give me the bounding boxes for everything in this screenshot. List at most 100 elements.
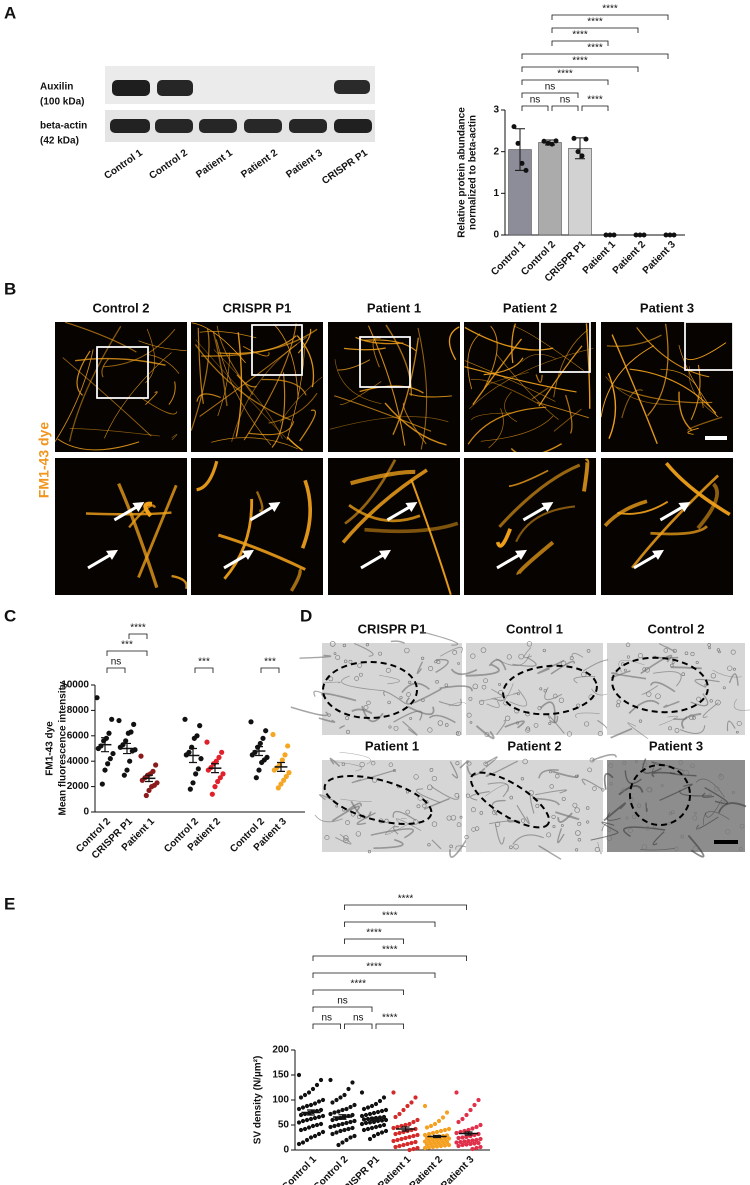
data-point [607,232,613,238]
neurite [696,482,719,530]
data-point [344,1137,349,1143]
membrane [290,706,329,717]
neurite [467,333,481,390]
neurite [483,325,498,389]
vesicle [449,844,453,849]
data-point [397,1130,402,1136]
vesicle [581,671,587,678]
neurite [678,391,692,431]
arrow [223,552,249,570]
column-title: Patient 1 [367,300,421,315]
data-point [318,1077,324,1083]
data-point [306,1125,312,1130]
membrane [523,647,532,659]
neurite [631,474,720,569]
sem-bar [433,1134,441,1139]
data-point [472,1102,477,1108]
membrane [479,692,519,702]
significance-label: **** [382,911,398,922]
membrane [624,770,642,785]
data-point [426,1145,432,1150]
neurite [268,392,318,424]
vesicle [452,650,458,655]
neurite [168,381,176,405]
membrane [485,760,518,777]
vesicle [626,655,630,659]
data-point [637,232,643,238]
membrane [597,842,602,855]
data-point [511,124,517,130]
bar [538,142,562,236]
vesicle [416,804,421,809]
neurite [117,482,159,589]
significance-label: **** [587,43,603,54]
data-point [318,1107,324,1113]
vesicle [668,811,673,815]
vesicle [575,848,579,852]
membrane [640,848,675,851]
vesicle [509,795,514,800]
membrane [392,810,417,821]
data-point [340,1140,345,1145]
data-point [432,1141,438,1146]
vesicle [409,716,413,720]
data-point [460,1116,465,1122]
sem-bar [464,1131,473,1136]
data-point [346,1086,351,1092]
vesicle [720,800,726,806]
data-point [204,739,210,745]
vesicle [718,650,721,654]
data-point [328,1124,333,1130]
data-point [344,1120,349,1126]
neurite [483,357,524,376]
vesicle [385,667,391,673]
significance-bracket [312,989,404,995]
vesicle [551,814,556,820]
data-point [440,1140,446,1145]
significance-label: **** [398,894,414,905]
neurite [488,408,504,449]
image-title: Control 1 [506,621,563,636]
data-point [468,1107,473,1113]
data-point [330,1117,335,1123]
data-point [436,1140,442,1146]
membrane [575,712,600,719]
data-point [336,1122,341,1128]
data-point [300,1118,306,1124]
membrane [475,725,495,740]
x-tick-label: Patient 3 [439,1154,477,1185]
data-point [217,775,223,781]
membrane [591,753,617,762]
membrane [535,789,567,796]
data-point [99,781,105,787]
vesicle [427,727,433,733]
x-tick-label: Control 1 [280,1154,319,1185]
mask [50,452,740,458]
data-point [316,1131,322,1137]
data-point [129,748,135,754]
sem-bar [370,1116,378,1122]
data-point [260,735,266,741]
vesicle [667,822,671,826]
data-point [94,695,100,701]
blot-row-label: (100 kDa) [40,97,84,108]
data-point [476,1140,481,1146]
membrane [640,654,673,675]
data-point [334,1097,339,1103]
data-point [346,1126,351,1132]
data-point [312,1133,318,1139]
neurite [75,357,166,366]
data-point [434,1129,440,1135]
arrow-head [652,549,664,560]
significance-bracket [521,92,579,98]
neurite [688,365,719,418]
vesicle-cluster [611,656,709,714]
neurite [286,346,305,441]
data-point [379,1130,385,1135]
neurite [69,428,160,437]
membrane [395,818,422,832]
significance-bracket [521,66,639,72]
data-point [393,1144,398,1150]
data-point [411,1146,416,1152]
vesicle [668,726,672,731]
